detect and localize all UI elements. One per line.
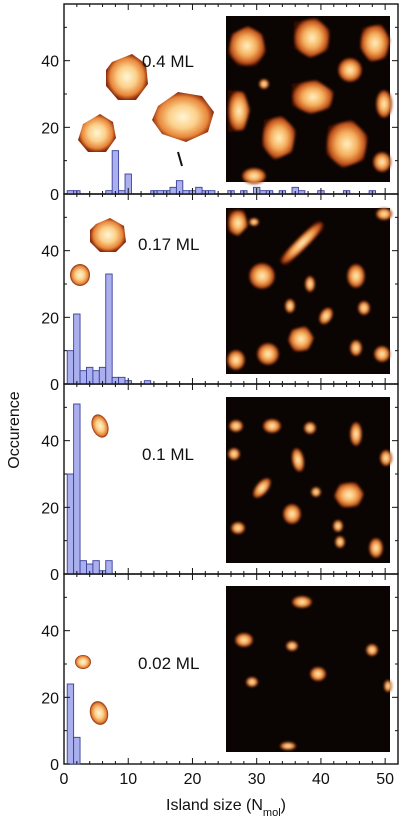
island-illustration <box>152 92 214 142</box>
island-illustration <box>90 218 126 252</box>
y-tick-label: 40 <box>41 434 59 451</box>
histogram-bar <box>118 376 126 385</box>
island-illustrations <box>70 54 214 725</box>
histogram-bar <box>92 370 100 385</box>
panels-group: 0 20 40 0 20 40 0 20 40 0 20 40 0 10 20 30 40 50 <box>41 3 399 788</box>
y-tick-label: 40 <box>41 624 59 641</box>
stm-image-0.17ml <box>226 208 392 374</box>
histogram-bar <box>92 560 100 575</box>
stm-image-0.1ml <box>226 397 392 563</box>
island-illustration <box>91 414 109 438</box>
stm-images <box>226 16 392 752</box>
histogram-bar <box>105 560 113 575</box>
x-axis-label-sub: mol <box>263 807 281 819</box>
y-tick-label: 20 <box>41 310 59 327</box>
y-tick-label: 40 <box>41 54 59 71</box>
island-illustration <box>106 54 148 100</box>
histogram-bar <box>73 313 81 385</box>
x-tick-label: 10 <box>119 771 137 788</box>
x-tick-label: 50 <box>376 771 394 788</box>
x-tick-label: 0 <box>60 771 69 788</box>
coverage-label: 0.4 ML <box>142 52 194 71</box>
histogram-bar <box>73 736 81 765</box>
y-tick-label: 20 <box>41 690 59 707</box>
coverage-label: 0.17 ML <box>138 235 199 254</box>
histogram-bar <box>79 560 87 575</box>
x-axis-label-main: Island size (N <box>166 797 263 814</box>
x-tick-label: 20 <box>184 771 202 788</box>
histogram-bar <box>73 403 81 575</box>
y-tick-label: 0 <box>50 757 59 774</box>
y-tick-label: 20 <box>41 120 59 137</box>
x-tick-label: 30 <box>248 771 266 788</box>
x-axis-label-close: ) <box>281 797 286 814</box>
y-tick-label: 0 <box>50 567 59 584</box>
island-illustration <box>70 264 90 286</box>
histogram-bar <box>79 370 87 385</box>
x-axis-label: Island size (Nmol) <box>166 797 286 819</box>
stm-image-0.02ml <box>226 586 392 752</box>
histogram-bar <box>105 273 113 385</box>
coverage-label: 0.1 ML <box>142 445 194 464</box>
island-illustration <box>89 701 109 725</box>
histogram-bar <box>111 150 120 195</box>
island-illustration <box>75 655 91 669</box>
y-tick-label: 0 <box>50 187 59 204</box>
stm-image-0.4ml <box>226 16 392 184</box>
histogram-bar <box>66 473 75 575</box>
histogram-bar <box>169 186 177 195</box>
y-tick-label: 40 <box>41 244 59 261</box>
histogram-bar <box>66 683 75 765</box>
y-tick-label: 0 <box>50 377 59 394</box>
y-tick-label: 20 <box>41 500 59 517</box>
island-illustration <box>78 114 116 152</box>
histogram-bar <box>66 350 75 385</box>
histogram-bar <box>195 186 203 195</box>
x-tick-label: 40 <box>312 771 330 788</box>
pointer-line <box>177 151 183 167</box>
coverage-label: 0.02 ML <box>138 654 199 673</box>
y-axis-label: Occurence <box>6 391 23 468</box>
